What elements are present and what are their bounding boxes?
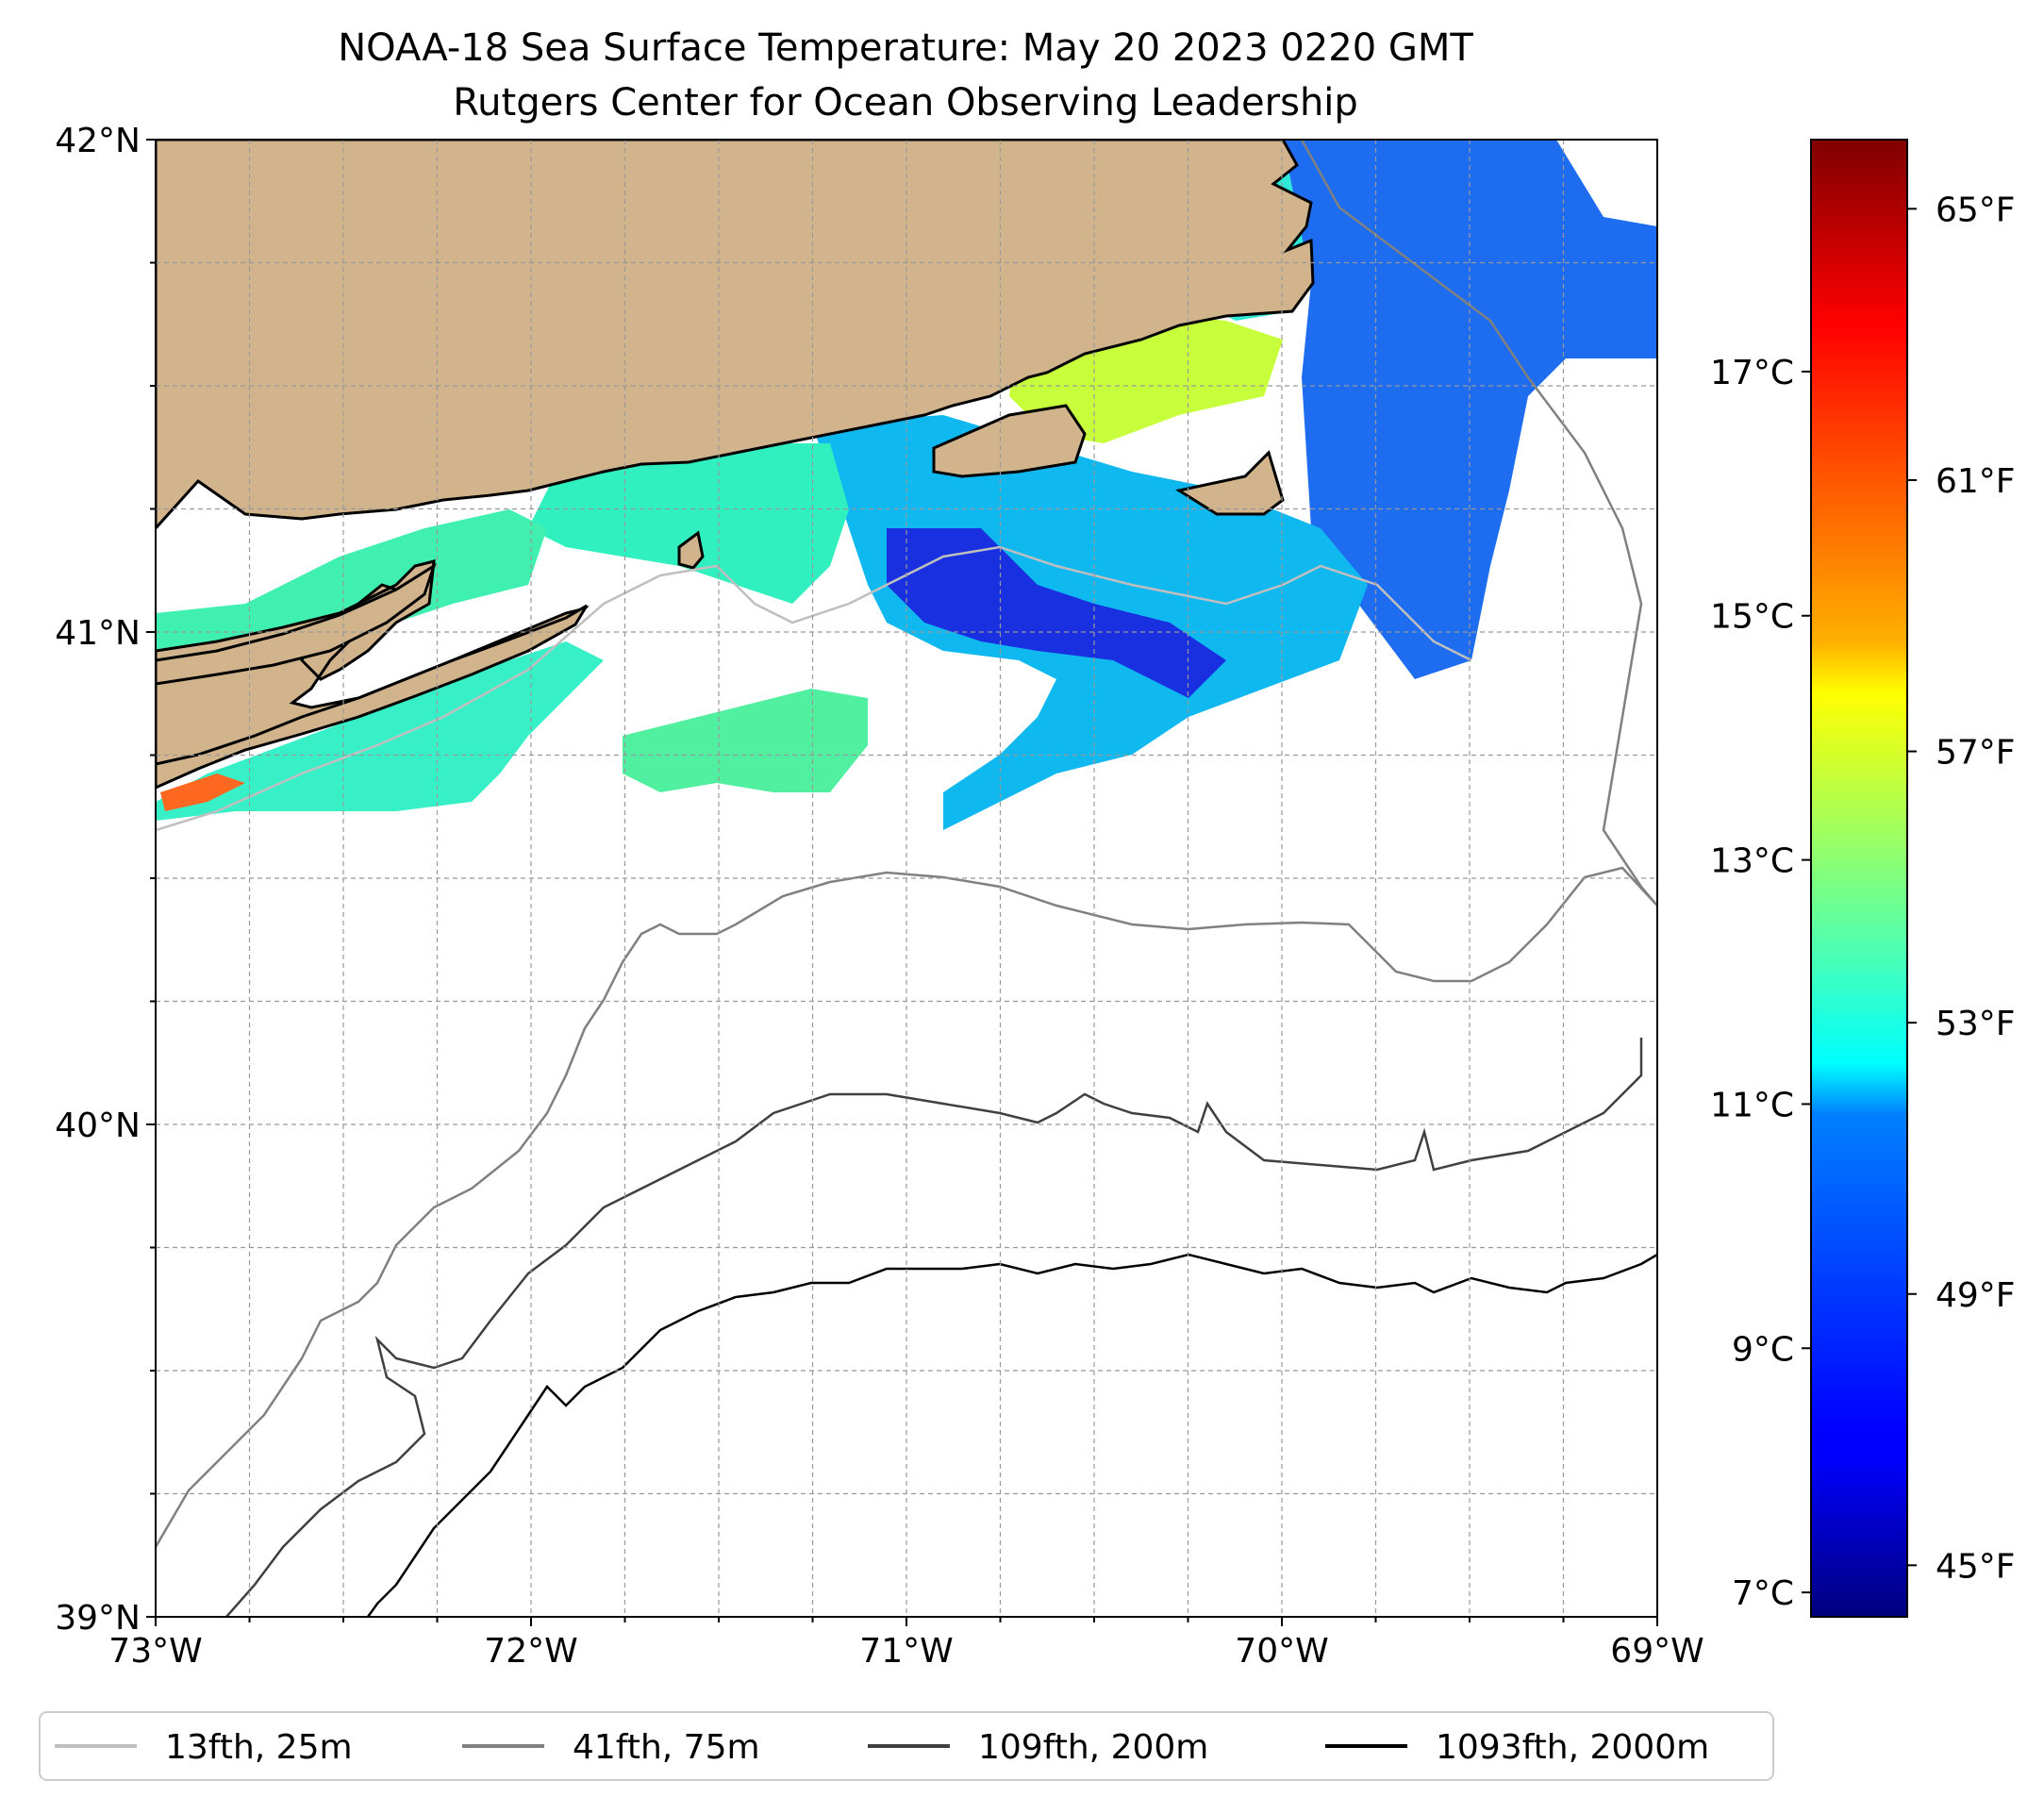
colorbar-celsius-label: 11°C bbox=[1710, 1086, 1794, 1124]
legend-label-2000m: 1093fth, 2000m bbox=[1436, 1728, 1709, 1767]
longitude-axis: 73°W 72°W 71°W 70°W 69°W bbox=[108, 1617, 1704, 1671]
contour-200m bbox=[225, 1038, 1643, 1617]
contour-75m bbox=[156, 140, 1657, 1548]
lon-tick-label: 72°W bbox=[484, 1632, 577, 1671]
map-panel bbox=[156, 140, 1657, 1617]
colorbar-celsius-label: 7°C bbox=[1732, 1574, 1794, 1613]
land-long-island-main bbox=[156, 604, 589, 790]
lon-tick-label: 73°W bbox=[108, 1632, 202, 1671]
colorbar-fahrenheit-label: 45°F bbox=[1936, 1547, 2016, 1586]
figure-title-line1: NOAA-18 Sea Surface Temperature: May 20 … bbox=[338, 26, 1473, 70]
contour-legend: 13fth, 25m 41fth, 75m 109fth, 200m 1093f… bbox=[39, 1711, 1774, 1781]
colorbar-celsius-label: 15°C bbox=[1710, 598, 1794, 637]
colorbar-fahrenheit-label: 53°F bbox=[1936, 1005, 2016, 1043]
map-gridlines bbox=[156, 140, 1657, 1617]
colorbar-gradient bbox=[1810, 139, 1908, 1618]
legend-label-200m: 109fth, 200m bbox=[978, 1728, 1208, 1767]
colorbar-celsius-ticks: 7°C 9°C 11°C 13°C 15°C 17°C bbox=[1710, 354, 1811, 1613]
legend-label-25m: 13fth, 25m bbox=[165, 1728, 353, 1767]
lat-tick-label: 39°N bbox=[55, 1599, 141, 1638]
land-nantucket bbox=[1175, 450, 1285, 516]
land-layer bbox=[156, 140, 1315, 790]
lat-tick-label: 40°N bbox=[55, 1106, 141, 1145]
lat-tick-label: 41°N bbox=[55, 614, 141, 653]
sst-patch-shelf-east bbox=[623, 689, 868, 792]
land-block-island bbox=[677, 530, 705, 570]
sst-patch-block-island bbox=[528, 443, 849, 604]
lon-tick-label: 71°W bbox=[859, 1632, 953, 1671]
bathymetry-contours bbox=[156, 140, 1657, 1617]
colorbar-celsius-label: 17°C bbox=[1710, 354, 1794, 392]
latitude-axis: 42°N 41°N 40°N 39°N bbox=[55, 122, 156, 1638]
sst-patch-south-shore bbox=[156, 641, 604, 821]
lon-tick-label: 69°W bbox=[1610, 1632, 1703, 1671]
legend-label-75m: 41fth, 75m bbox=[573, 1728, 760, 1767]
colorbar-fahrenheit-label: 57°F bbox=[1936, 734, 2016, 773]
colorbar-fahrenheit-label: 61°F bbox=[1936, 462, 2016, 501]
lat-tick-label: 42°N bbox=[55, 122, 141, 160]
land-marthas-vineyard bbox=[932, 404, 1087, 478]
colorbar-celsius-label: 13°C bbox=[1710, 842, 1794, 881]
land-north-fork bbox=[156, 562, 437, 686]
colorbar: 7°C 9°C 11°C 13°C 15°C 17°C 45°F 49°F 53°F 57°F 6… bbox=[1710, 139, 2016, 1618]
colorbar-fahrenheit-label: 65°F bbox=[1936, 191, 2016, 229]
sst-patch-georges-east bbox=[1283, 140, 1657, 679]
colorbar-fahrenheit-label: 49°F bbox=[1936, 1276, 2016, 1315]
sst-patch-deep-blue-center bbox=[887, 528, 1226, 698]
colorbar-fahrenheit-ticks: 45°F 49°F 53°F 57°F 61°F 65°F bbox=[1907, 191, 2016, 1586]
lon-tick-label: 70°W bbox=[1235, 1632, 1328, 1671]
figure-title-line2: Rutgers Center for Ocean Observing Leade… bbox=[453, 81, 1358, 125]
contour-2000m bbox=[366, 1253, 1657, 1617]
sst-patch-warm-south-shore bbox=[160, 774, 245, 811]
colorbar-celsius-label: 9°C bbox=[1732, 1330, 1794, 1369]
contour-25m bbox=[156, 545, 1472, 832]
